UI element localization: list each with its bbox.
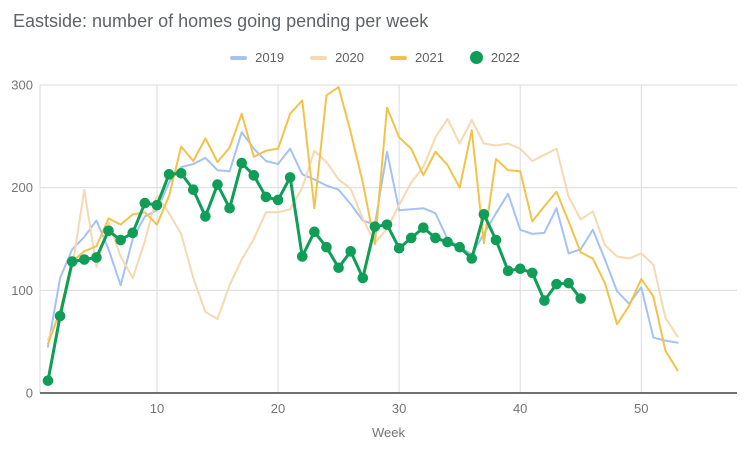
series-line-2020 [47, 117, 679, 341]
legend-item-2020: 2020 [310, 50, 364, 65]
data-point-2022-w2 [54, 310, 66, 322]
data-point-2022-w30 [393, 242, 405, 254]
x-tick-label-30: 30 [392, 401, 406, 416]
series-line-2019 [47, 131, 679, 348]
legend-label-2019: 2019 [255, 50, 285, 65]
data-point-2022-w21 [284, 172, 296, 183]
data-point-2022-w3 [66, 256, 78, 267]
x-tick-label-50: 50 [634, 401, 648, 416]
data-point-2022-w26 [345, 246, 356, 257]
data-point-2022-w31 [405, 232, 417, 244]
legend-swatch-2019-icon [230, 55, 248, 60]
data-point-2022-w37 [478, 209, 490, 220]
data-point-2022-w20 [272, 194, 284, 206]
legend-label-2020: 2020 [335, 50, 364, 65]
data-point-2022-w12 [175, 167, 187, 179]
x-axis-title: Week [372, 425, 405, 440]
series-line-2021 [47, 86, 679, 372]
legend-item-2019: 2019 [230, 50, 284, 65]
data-point-2022-w22 [296, 251, 308, 262]
data-point-2022-w8 [127, 227, 139, 239]
data-point-2022-w17 [236, 157, 248, 169]
data-point-2022-w25 [333, 262, 344, 274]
y-tick-label-200: 200 [11, 180, 33, 195]
legend-item-2021: 2021 [390, 50, 444, 65]
data-point-2022-w5 [91, 252, 102, 263]
data-point-2022-w23 [309, 226, 320, 238]
data-point-2022-w4 [79, 254, 90, 265]
data-point-2022-w19 [260, 191, 272, 203]
data-point-2022-w35 [454, 241, 465, 253]
data-point-2022-w18 [248, 170, 260, 181]
legend: 2019 2020 2021 2022 [0, 50, 750, 65]
data-point-2022-w1 [42, 375, 54, 386]
data-point-2022-w36 [466, 253, 478, 264]
data-point-2022-w38 [490, 234, 502, 246]
data-point-2022-w42 [539, 295, 550, 306]
series-line-2022 [46, 161, 583, 383]
data-point-2022-w32 [418, 222, 429, 234]
data-point-2022-w34 [442, 236, 453, 248]
data-point-2022-w29 [381, 219, 393, 230]
data-point-2022-w15 [212, 179, 223, 190]
x-tick-label-20: 20 [271, 401, 285, 416]
data-point-2022-w28 [369, 221, 381, 232]
data-point-2022-w7 [115, 234, 126, 246]
legend-item-2022: 2022 [469, 50, 520, 65]
data-point-2022-w16 [224, 202, 235, 214]
x-tick-label-40: 40 [513, 401, 527, 416]
data-point-2022-w41 [527, 267, 538, 279]
data-point-2022-w27 [357, 272, 369, 284]
legend-label-2022: 2022 [490, 50, 520, 65]
chart-title: Eastside: number of homes going pending … [13, 11, 429, 31]
legend-label-2021: 2021 [415, 50, 444, 65]
data-point-2022-w43 [551, 278, 562, 290]
data-point-2022-w14 [200, 211, 211, 222]
data-point-2022-w39 [502, 265, 514, 277]
y-tick-label-0: 0 [26, 386, 33, 401]
data-point-2022-w6 [103, 225, 114, 237]
data-point-2022-w44 [563, 277, 574, 289]
data-point-2022-w45 [575, 293, 587, 304]
data-point-2022-w11 [163, 169, 175, 180]
data-point-2022-w24 [321, 241, 332, 253]
data-point-2022-w13 [187, 184, 199, 196]
data-point-2022-w10 [151, 199, 163, 211]
y-tick-label-300: 300 [11, 78, 33, 93]
data-point-2022-w9 [139, 197, 151, 209]
y-tick-label-100: 100 [11, 283, 33, 298]
x-tick-label-10: 10 [150, 401, 164, 416]
legend-swatch-2022-icon [469, 51, 483, 64]
data-point-2022-w33 [430, 232, 441, 244]
data-point-2022-w40 [514, 263, 526, 275]
legend-swatch-2021-icon [390, 55, 407, 60]
legend-swatch-2020-icon [310, 55, 328, 60]
